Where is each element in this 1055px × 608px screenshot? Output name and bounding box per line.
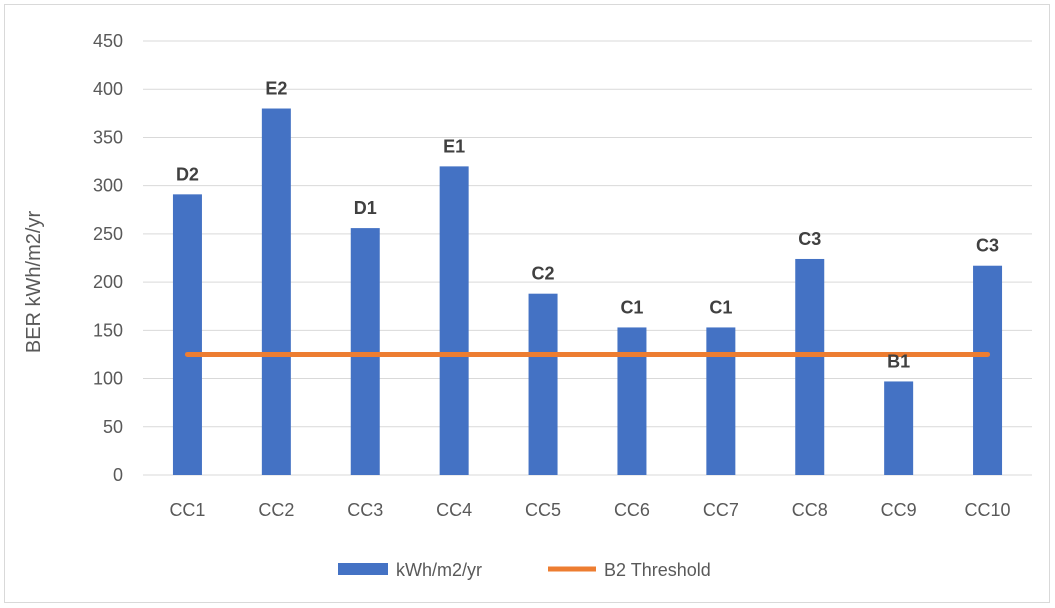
x-tick-label: CC8: [792, 500, 828, 520]
x-tick-label: CC4: [436, 500, 472, 520]
bars: [172, 108, 1003, 475]
x-tick-label: CC10: [965, 500, 1011, 520]
bar-data-label: C3: [976, 236, 999, 256]
y-tick-label: 150: [93, 320, 123, 340]
y-tick-label: 300: [93, 176, 123, 196]
bar: [973, 265, 1003, 475]
legend-label-bars: kWh/m2/yr: [396, 560, 482, 580]
x-tick-label: CC1: [169, 500, 205, 520]
bar-data-label: C1: [709, 297, 732, 317]
legend-bar-swatch: [338, 563, 388, 575]
bar-data-labels: D2 E2 D1 E1 C2 C1 C1 C3 B1 C3: [176, 79, 999, 372]
bar: [884, 381, 914, 475]
bar: [261, 108, 291, 475]
y-tick-label: 450: [93, 31, 123, 51]
bar-data-label: E1: [443, 136, 465, 156]
gridlines: [143, 40, 1032, 476]
y-tick-label: 400: [93, 79, 123, 99]
bar-data-label: D2: [176, 164, 199, 184]
legend-label-threshold: B2 Threshold: [604, 560, 711, 580]
y-axis-label: BER kWh/m2/yr: [23, 211, 45, 354]
y-tick-label: 350: [93, 127, 123, 147]
legend: kWh/m2/yr B2 Threshold: [338, 560, 711, 580]
y-tick-label: 0: [113, 465, 123, 485]
bar-data-label: B1: [887, 351, 910, 371]
bar-data-label: D1: [354, 198, 377, 218]
x-axis-ticks: CC1 CC2 CC3 CC4 CC5 CC6 CC7 CC8 CC9 CC10: [169, 500, 1010, 520]
bar-data-label: C1: [620, 297, 643, 317]
x-tick-label: CC2: [258, 500, 294, 520]
y-axis-ticks: 0 50 100 150 200 250 300 350 400 450: [93, 31, 123, 485]
y-tick-label: 50: [103, 417, 123, 437]
bar: [439, 166, 469, 475]
bar-data-label: E2: [265, 79, 287, 99]
bar: [706, 327, 736, 475]
y-tick-label: 250: [93, 224, 123, 244]
bar: [795, 258, 825, 475]
y-tick-label: 200: [93, 272, 123, 292]
bar: [350, 228, 380, 475]
x-tick-label: CC7: [703, 500, 739, 520]
x-tick-label: CC5: [525, 500, 561, 520]
y-tick-label: 100: [93, 369, 123, 389]
x-tick-label: CC3: [347, 500, 383, 520]
bar-data-label: C2: [532, 264, 555, 284]
bar: [617, 327, 647, 475]
bar: [528, 293, 558, 475]
bar: [172, 194, 202, 475]
x-tick-label: CC9: [881, 500, 917, 520]
x-tick-label: CC6: [614, 500, 650, 520]
bar-data-label: C3: [798, 229, 821, 249]
